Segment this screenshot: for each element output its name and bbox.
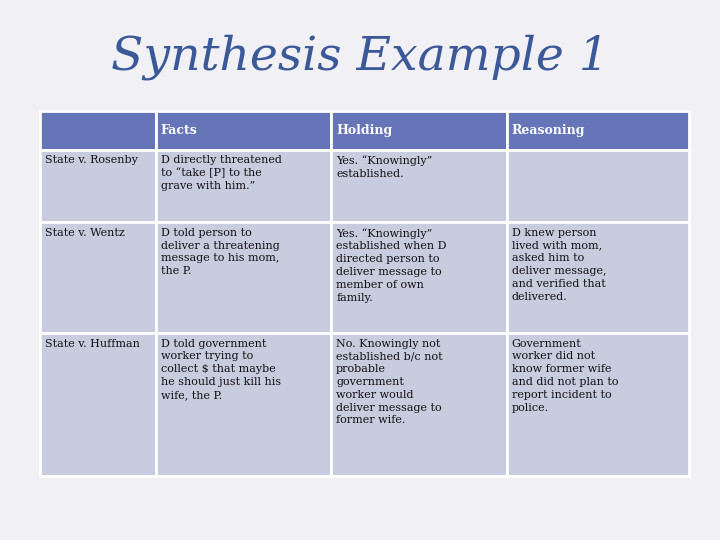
- Bar: [156, 333, 331, 476]
- Bar: [507, 222, 689, 333]
- Text: Reasoning: Reasoning: [512, 124, 585, 137]
- Bar: [507, 111, 689, 150]
- Bar: [40, 333, 156, 476]
- Text: No. Knowingly not
established b/c not
probable
government
worker would
deliver m: No. Knowingly not established b/c not pr…: [336, 339, 443, 426]
- Text: D told person to
deliver a threatening
message to his mom,
the P.: D told person to deliver a threatening m…: [161, 228, 279, 276]
- Text: D knew person
lived with mom,
asked him to
deliver message,
and verified that
de: D knew person lived with mom, asked him …: [512, 228, 606, 302]
- Text: Yes. “Knowingly”
established.: Yes. “Knowingly” established.: [336, 155, 432, 179]
- Bar: [156, 150, 331, 222]
- Text: Yes. “Knowingly”
established when D
directed person to
deliver message to
member: Yes. “Knowingly” established when D dire…: [336, 228, 446, 302]
- Bar: [156, 222, 331, 333]
- Bar: [156, 111, 331, 150]
- Bar: [40, 222, 156, 333]
- Text: Holding: Holding: [336, 124, 392, 137]
- Text: Government
worker did not
know former wife
and did not plan to
report incident t: Government worker did not know former wi…: [512, 339, 618, 413]
- Text: D directly threatened
to “take [P] to the
grave with him.”: D directly threatened to “take [P] to th…: [161, 155, 282, 191]
- Bar: [331, 150, 507, 222]
- Text: State v. Huffman: State v. Huffman: [45, 339, 140, 349]
- Bar: [40, 111, 156, 150]
- Bar: [40, 150, 156, 222]
- Bar: [331, 111, 507, 150]
- Text: D told government
worker trying to
collect $ that maybe
he should just kill his
: D told government worker trying to colle…: [161, 339, 281, 400]
- Bar: [331, 222, 507, 333]
- Bar: [331, 333, 507, 476]
- Bar: [507, 150, 689, 222]
- Text: State v. Wentz: State v. Wentz: [45, 228, 125, 238]
- Bar: [507, 333, 689, 476]
- Text: Facts: Facts: [161, 124, 197, 137]
- Text: Synthesis Example 1: Synthesis Example 1: [111, 34, 609, 79]
- Text: State v. Rosenby: State v. Rosenby: [45, 155, 138, 165]
